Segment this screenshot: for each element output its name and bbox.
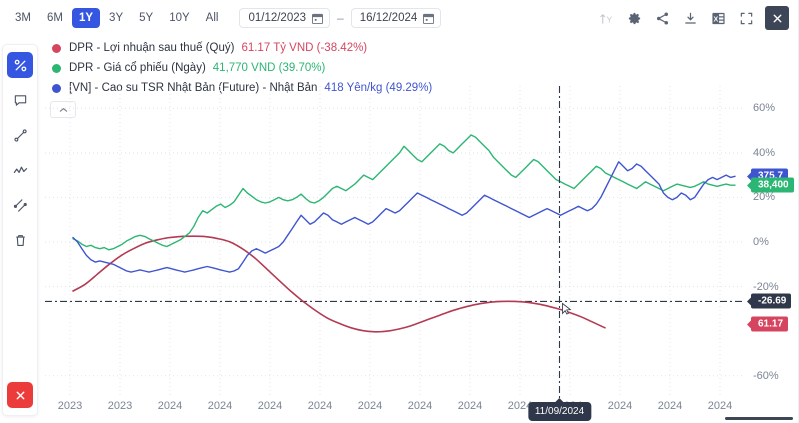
legend-series-value: 418 Yên/kg (49.29%) [324,82,433,94]
top-toolbar: 3M 6M 1Y 3Y 5Y 10Y All 01/12/2023 – 16/12/2024… [0,0,799,36]
drawing-tools-sidebar [2,44,38,416]
legend-series-name: DPR - Giá cổ phiếu (Ngày) [69,62,206,74]
sidebar-item-delete-tool[interactable] [7,227,33,253]
sidebar-item-zigzag-tool[interactable] [7,157,33,183]
legend-collapse-button[interactable] [50,101,76,118]
y-axis-tick: -60% [753,369,779,382]
range-button-10y[interactable]: 10Y [162,8,197,28]
x-axis-tick: 2024 [357,400,383,412]
range-button-5y[interactable]: 5Y [132,8,161,28]
sidebar-bottom [7,382,33,408]
date-to-field[interactable]: 16/12/2024 [350,8,442,28]
range-button-all[interactable]: All [198,8,226,28]
y-axis: 60% 40% 20% 0% -20% -60% 375.7 38,400 -26.69 61.1… [746,86,799,398]
x-axis-tick: 2024 [407,400,433,412]
legend-row[interactable]: DPR - Giá cổ phiếu (Ngày) 41,770 VND (39.… [52,58,432,78]
legend-row[interactable]: DPR - Lợi nhuận sau thuế (Quý) 61.17 Tỷ V… [52,38,432,58]
sidebar-close-button[interactable] [7,382,33,408]
date-to-value: 16/12/2024 [359,12,418,24]
sidebar-item-percent-tool[interactable] [7,52,33,78]
x-axis-tick: 2024 [507,400,533,412]
toolbar-actions: Y X [597,6,793,30]
x-axis-tick: 2024 [657,400,683,412]
x-axis: 2023 2023 2024 2024 2024 2024 2024 2024 2024 2024… [45,398,799,421]
range-button-3m[interactable]: 3M [8,8,38,28]
horizontal-scrollbar[interactable] [725,417,793,420]
date-separator: – [337,11,344,25]
legend-series-name: DPR - Lợi nhuận sau thuế (Quý) [69,42,235,54]
range-button-1y[interactable]: 1Y [71,8,101,28]
gear-icon[interactable] [625,9,643,27]
x-axis-tick: 2024 [307,400,333,412]
x-axis-tick: 2024 [157,400,183,412]
calendar-icon[interactable] [423,13,435,24]
sidebar-item-parallel-lines-tool[interactable] [7,192,33,218]
sort-y-icon[interactable]: Y [597,9,615,27]
legend-color-dot [52,63,61,73]
calendar-icon[interactable] [312,13,324,24]
x-axis-tick: 2024 [457,400,483,412]
share-icon[interactable] [653,9,671,27]
y-axis-tick: 40% [753,146,776,159]
date-from-value: 01/12/2023 [248,12,307,24]
download-icon[interactable] [681,9,699,27]
x-axis-tick: 2024 [707,400,733,412]
y-axis-tick: -20% [753,280,779,293]
x-axis-tick: 2023 [107,400,133,412]
range-button-3y[interactable]: 3Y [102,8,131,28]
legend-row[interactable]: [VN] - Cao su TSR Nhật Bản (Future) - Nh… [52,78,432,98]
date-range-picker: 01/12/2023 – 16/12/2024 [239,8,442,28]
x-axis-tick: 2024 [257,400,283,412]
range-selector: 3M 6M 1Y 3Y 5Y 10Y All [8,8,226,28]
x-axis-tick: 2023 [57,400,83,412]
svg-text:X: X [713,16,718,23]
legend-series-value: 61.17 Tỷ VND (-38.42%) [241,42,368,54]
sidebar-item-line-tool[interactable] [7,122,33,148]
sidebar-item-comment-tool[interactable] [7,87,33,113]
excel-icon[interactable]: X [709,9,727,27]
date-from-field[interactable]: 01/12/2023 [239,8,331,28]
x-axis-tick: 2024 [207,400,233,412]
legend-series-name: [VN] - Cao su TSR Nhật Bản (Future) - Nh… [69,82,318,94]
chart-plot-area[interactable] [45,86,745,398]
fullscreen-icon[interactable] [737,9,755,27]
x-axis-tick: 2024 [607,400,633,412]
chart-legend: DPR - Lợi nhuận sau thuế (Quý) 61.17 Tỷ V… [52,38,432,98]
close-button[interactable] [765,6,789,30]
y-axis-tick: 0% [753,236,769,248]
svg-text:Y: Y [606,14,612,24]
legend-color-dot [52,43,61,53]
green-badge: 38,400 [747,177,794,193]
red-badge: 61.17 [746,316,789,332]
dark-badge: -26.69 [746,293,792,309]
legend-color-dot [52,83,61,93]
range-button-6m[interactable]: 6M [39,8,70,28]
y-axis-tick: 60% [753,102,776,115]
crosshair-date-tooltip: 11/09/2024 [527,398,592,421]
legend-series-value: 41,770 VND (39.70%) [212,62,326,74]
y-axis-tick: 20% [753,191,776,204]
